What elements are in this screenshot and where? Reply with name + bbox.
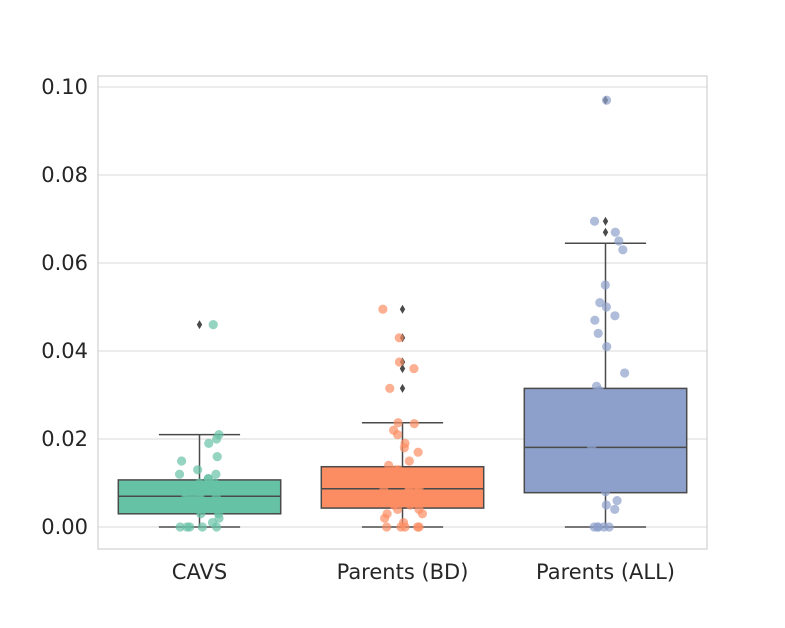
data-point xyxy=(595,298,605,308)
data-point xyxy=(599,522,609,532)
data-point xyxy=(404,456,414,466)
data-point xyxy=(610,504,620,514)
data-point xyxy=(618,434,628,444)
data-point xyxy=(589,465,599,475)
data-point xyxy=(414,482,424,492)
strip-points xyxy=(174,95,630,532)
iqr-box xyxy=(523,387,688,494)
data-point xyxy=(203,474,214,484)
outlier-marker xyxy=(399,364,406,374)
data-point xyxy=(591,416,601,426)
data-point xyxy=(589,216,600,226)
x-tick-labels: CAVS Parents (BD) Parents (ALL) xyxy=(172,560,675,584)
data-point xyxy=(394,333,404,343)
y-tick-labels: 0.00 0.02 0.04 0.06 0.08 0.10 xyxy=(41,75,88,539)
data-point xyxy=(409,364,419,374)
outlier-marker xyxy=(399,383,406,393)
data-point xyxy=(614,236,624,246)
data-point xyxy=(378,304,388,314)
data-point xyxy=(212,452,222,462)
iqr-box xyxy=(320,465,485,509)
y-tick-label: 0.06 xyxy=(41,251,88,275)
data-point xyxy=(602,342,612,352)
data-point xyxy=(385,383,395,393)
y-tick-label: 0.04 xyxy=(41,339,88,363)
data-point xyxy=(188,491,198,501)
data-point xyxy=(382,509,392,519)
plot-frame xyxy=(97,75,708,550)
x-tick-label: Parents (ALL) xyxy=(536,560,675,584)
data-point xyxy=(208,320,218,330)
data-point xyxy=(610,227,620,237)
data-point xyxy=(378,478,388,488)
box-2 xyxy=(320,304,485,528)
data-point xyxy=(413,447,423,457)
data-point xyxy=(615,412,625,422)
data-point xyxy=(400,438,410,448)
data-point xyxy=(398,518,409,528)
box-3 xyxy=(523,95,688,528)
data-point xyxy=(590,430,600,440)
data-point xyxy=(193,465,203,475)
data-point xyxy=(601,95,612,105)
data-point xyxy=(194,478,205,488)
data-point xyxy=(608,452,619,462)
data-point xyxy=(620,368,630,378)
outlier-marker xyxy=(196,320,203,330)
y-tick-label: 0.00 xyxy=(41,515,88,539)
data-point xyxy=(211,491,221,501)
data-point xyxy=(600,487,611,497)
data-point xyxy=(605,478,615,488)
data-point xyxy=(610,311,620,321)
x-tick-label: CAVS xyxy=(172,560,227,584)
data-point xyxy=(617,425,628,435)
data-point xyxy=(214,500,224,510)
y-tick-label: 0.02 xyxy=(41,427,88,451)
x-tick-label: Parents (BD) xyxy=(337,560,469,584)
outlier-marker xyxy=(399,304,406,314)
data-point xyxy=(612,496,622,506)
data-point xyxy=(186,482,196,492)
data-point xyxy=(618,245,628,255)
data-point xyxy=(391,465,401,475)
data-point xyxy=(389,425,399,435)
y-tick-label: 0.10 xyxy=(41,75,88,99)
data-point xyxy=(601,500,611,510)
data-point xyxy=(214,430,224,440)
data-point xyxy=(600,280,610,290)
data-point xyxy=(384,460,394,470)
data-point xyxy=(620,460,630,470)
data-point xyxy=(180,487,190,497)
box-layer xyxy=(117,95,688,528)
data-point xyxy=(379,491,389,501)
data-point xyxy=(197,522,207,532)
data-point xyxy=(601,302,611,312)
data-point xyxy=(414,474,424,484)
data-point xyxy=(204,438,214,448)
data-point xyxy=(388,496,398,506)
y-tick-label: 0.08 xyxy=(41,163,88,187)
data-point xyxy=(182,522,192,532)
outlier-marker xyxy=(602,216,609,226)
outlier-marker xyxy=(602,227,609,237)
data-point xyxy=(409,419,419,429)
data-point xyxy=(408,496,419,506)
data-point xyxy=(211,469,221,479)
data-point xyxy=(413,522,423,532)
data-point xyxy=(587,443,597,453)
data-point xyxy=(414,504,424,514)
data-point xyxy=(175,522,185,532)
data-point xyxy=(614,482,624,492)
data-point xyxy=(382,522,392,532)
data-point xyxy=(394,357,405,367)
data-point xyxy=(593,328,603,338)
data-point xyxy=(590,315,600,325)
data-point xyxy=(176,456,187,466)
data-point xyxy=(582,394,592,404)
data-point xyxy=(207,518,218,528)
data-point xyxy=(393,418,403,428)
data-point xyxy=(591,381,602,391)
data-point xyxy=(174,469,185,479)
